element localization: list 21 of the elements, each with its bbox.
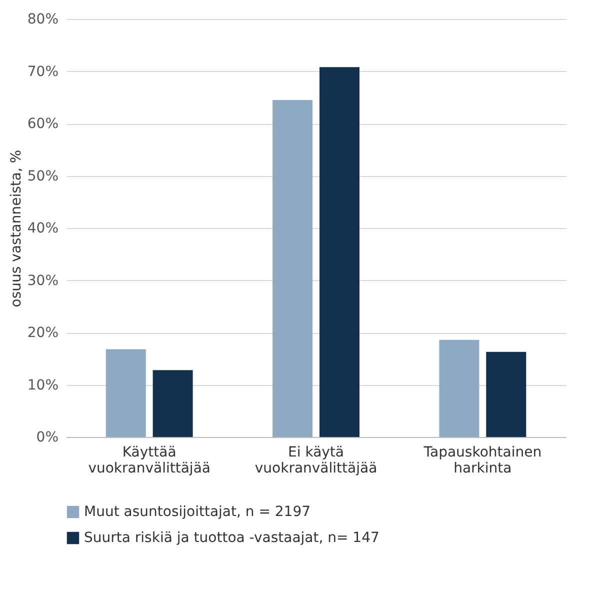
y-tick-label: 60% <box>27 116 58 132</box>
y-tick-label: 70% <box>27 64 58 80</box>
bar <box>272 100 313 437</box>
y-tick-label: 50% <box>27 168 58 184</box>
bar <box>106 349 146 437</box>
x-tick-label: Ei käytä vuokranvälittäjää <box>254 444 378 476</box>
legend-label: Suurta riskiä ja tuottoa -vastaajat, n= 147 <box>84 530 380 546</box>
y-tick-label: 0% <box>36 430 58 446</box>
y-axis-title: osuus vastanneista, % <box>8 150 24 308</box>
y-tick-label: 40% <box>27 220 58 236</box>
bar <box>319 67 360 437</box>
y-tick-label: 80% <box>27 12 58 28</box>
y-tick-label: 30% <box>27 272 58 289</box>
legend-label: Muut asuntosijoittajat, n = 2197 <box>84 504 311 520</box>
y-tick-label: 20% <box>27 325 58 341</box>
bar <box>152 370 193 437</box>
y-tick-label: 10% <box>27 377 58 394</box>
x-tick-label: Tapauskohtainen harkinta <box>422 444 542 476</box>
bar <box>439 340 480 437</box>
x-tick-label: Käyttää vuokranvälittäjää <box>88 444 210 476</box>
bar <box>486 352 526 437</box>
